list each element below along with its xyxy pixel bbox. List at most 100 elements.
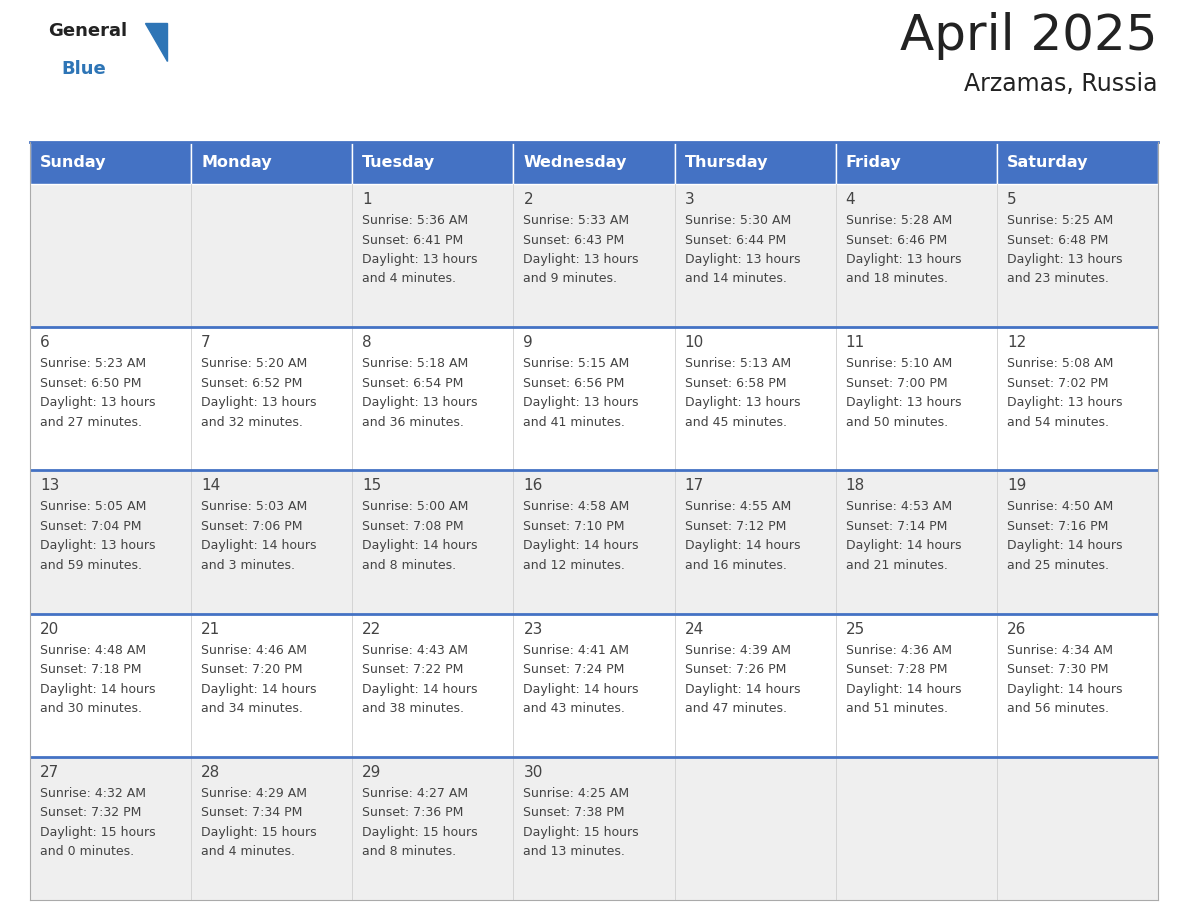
Bar xyxy=(675,142,835,184)
Bar xyxy=(191,756,353,900)
Text: and 23 minutes.: and 23 minutes. xyxy=(1007,273,1108,285)
Text: Sunset: 6:54 PM: Sunset: 6:54 PM xyxy=(362,376,463,390)
Bar xyxy=(513,470,675,613)
Bar xyxy=(30,613,191,756)
Text: 17: 17 xyxy=(684,478,703,493)
Text: Sunset: 7:14 PM: Sunset: 7:14 PM xyxy=(846,520,947,533)
Text: Thursday: Thursday xyxy=(684,155,769,171)
Text: Daylight: 14 hours: Daylight: 14 hours xyxy=(1007,540,1123,553)
Text: Sunrise: 4:55 AM: Sunrise: 4:55 AM xyxy=(684,500,791,513)
Text: Daylight: 14 hours: Daylight: 14 hours xyxy=(846,540,961,553)
Text: 19: 19 xyxy=(1007,478,1026,493)
Bar xyxy=(835,327,997,470)
Text: Daylight: 13 hours: Daylight: 13 hours xyxy=(684,397,800,409)
Text: Sunset: 7:38 PM: Sunset: 7:38 PM xyxy=(524,806,625,819)
Text: Wednesday: Wednesday xyxy=(524,155,627,171)
Text: 24: 24 xyxy=(684,621,703,636)
Text: Sunset: 6:58 PM: Sunset: 6:58 PM xyxy=(684,376,786,390)
Text: 26: 26 xyxy=(1007,621,1026,636)
Bar xyxy=(513,756,675,900)
Text: 11: 11 xyxy=(846,335,865,350)
Text: Sunset: 6:43 PM: Sunset: 6:43 PM xyxy=(524,233,625,247)
Text: Sunrise: 4:25 AM: Sunrise: 4:25 AM xyxy=(524,787,630,800)
Text: Sunset: 6:41 PM: Sunset: 6:41 PM xyxy=(362,233,463,247)
Text: Sunrise: 4:34 AM: Sunrise: 4:34 AM xyxy=(1007,644,1113,656)
Bar xyxy=(30,327,191,470)
Text: Sunrise: 5:00 AM: Sunrise: 5:00 AM xyxy=(362,500,468,513)
Text: and 34 minutes.: and 34 minutes. xyxy=(201,702,303,715)
Bar xyxy=(835,470,997,613)
Text: Sunrise: 4:41 AM: Sunrise: 4:41 AM xyxy=(524,644,630,656)
Text: Daylight: 13 hours: Daylight: 13 hours xyxy=(40,397,156,409)
Text: Blue: Blue xyxy=(61,60,106,78)
Text: Sunrise: 5:08 AM: Sunrise: 5:08 AM xyxy=(1007,357,1113,370)
Text: Daylight: 13 hours: Daylight: 13 hours xyxy=(846,397,961,409)
Text: and 32 minutes.: and 32 minutes. xyxy=(201,416,303,429)
Bar xyxy=(997,327,1158,470)
Text: Daylight: 14 hours: Daylight: 14 hours xyxy=(362,540,478,553)
Text: Tuesday: Tuesday xyxy=(362,155,436,171)
Text: Sunset: 7:10 PM: Sunset: 7:10 PM xyxy=(524,520,625,533)
Text: 9: 9 xyxy=(524,335,533,350)
Text: Sunrise: 5:03 AM: Sunrise: 5:03 AM xyxy=(201,500,308,513)
Text: Sunrise: 4:29 AM: Sunrise: 4:29 AM xyxy=(201,787,308,800)
Text: 1: 1 xyxy=(362,192,372,207)
Text: and 41 minutes.: and 41 minutes. xyxy=(524,416,625,429)
Bar xyxy=(997,142,1158,184)
Text: Daylight: 13 hours: Daylight: 13 hours xyxy=(524,253,639,266)
Text: Daylight: 14 hours: Daylight: 14 hours xyxy=(846,683,961,696)
Text: 13: 13 xyxy=(40,478,59,493)
Bar xyxy=(513,142,675,184)
Text: Daylight: 14 hours: Daylight: 14 hours xyxy=(684,683,800,696)
Text: and 54 minutes.: and 54 minutes. xyxy=(1007,416,1108,429)
Bar xyxy=(191,184,353,327)
Text: 21: 21 xyxy=(201,621,221,636)
Text: Sunset: 6:56 PM: Sunset: 6:56 PM xyxy=(524,376,625,390)
Text: 2: 2 xyxy=(524,192,533,207)
Text: Sunset: 7:34 PM: Sunset: 7:34 PM xyxy=(201,806,303,819)
Text: and 3 minutes.: and 3 minutes. xyxy=(201,559,295,572)
Bar xyxy=(675,756,835,900)
Bar xyxy=(513,327,675,470)
Text: Sunrise: 4:53 AM: Sunrise: 4:53 AM xyxy=(846,500,952,513)
Text: and 56 minutes.: and 56 minutes. xyxy=(1007,702,1108,715)
Bar xyxy=(997,184,1158,327)
Text: Daylight: 13 hours: Daylight: 13 hours xyxy=(846,253,961,266)
Text: Sunrise: 5:23 AM: Sunrise: 5:23 AM xyxy=(40,357,146,370)
Text: 18: 18 xyxy=(846,478,865,493)
Text: Sunrise: 5:15 AM: Sunrise: 5:15 AM xyxy=(524,357,630,370)
Text: Daylight: 13 hours: Daylight: 13 hours xyxy=(524,397,639,409)
Text: and 27 minutes.: and 27 minutes. xyxy=(40,416,143,429)
Text: Sunset: 7:18 PM: Sunset: 7:18 PM xyxy=(40,663,141,676)
Bar xyxy=(191,470,353,613)
Text: 7: 7 xyxy=(201,335,210,350)
Text: Daylight: 13 hours: Daylight: 13 hours xyxy=(1007,397,1123,409)
Text: Daylight: 13 hours: Daylight: 13 hours xyxy=(684,253,800,266)
Text: Sunrise: 4:32 AM: Sunrise: 4:32 AM xyxy=(40,787,146,800)
Text: and 36 minutes.: and 36 minutes. xyxy=(362,416,465,429)
Text: Daylight: 13 hours: Daylight: 13 hours xyxy=(40,540,156,553)
Text: Daylight: 14 hours: Daylight: 14 hours xyxy=(201,683,317,696)
Text: Monday: Monday xyxy=(201,155,272,171)
Text: and 59 minutes.: and 59 minutes. xyxy=(40,559,143,572)
Text: 10: 10 xyxy=(684,335,703,350)
Text: Sunrise: 4:50 AM: Sunrise: 4:50 AM xyxy=(1007,500,1113,513)
Text: 8: 8 xyxy=(362,335,372,350)
Text: 4: 4 xyxy=(846,192,855,207)
Text: Sunrise: 4:27 AM: Sunrise: 4:27 AM xyxy=(362,787,468,800)
Text: 12: 12 xyxy=(1007,335,1026,350)
Text: Sunset: 7:00 PM: Sunset: 7:00 PM xyxy=(846,376,947,390)
Text: Sunset: 7:24 PM: Sunset: 7:24 PM xyxy=(524,663,625,676)
Bar xyxy=(353,470,513,613)
Bar xyxy=(353,613,513,756)
Text: Sunrise: 5:30 AM: Sunrise: 5:30 AM xyxy=(684,214,791,227)
Bar xyxy=(30,142,191,184)
Text: Sunset: 7:08 PM: Sunset: 7:08 PM xyxy=(362,520,463,533)
Text: Daylight: 13 hours: Daylight: 13 hours xyxy=(362,397,478,409)
Text: and 25 minutes.: and 25 minutes. xyxy=(1007,559,1108,572)
Text: and 12 minutes.: and 12 minutes. xyxy=(524,559,625,572)
Bar xyxy=(353,756,513,900)
Text: Daylight: 13 hours: Daylight: 13 hours xyxy=(201,397,317,409)
Text: Friday: Friday xyxy=(846,155,902,171)
Text: Saturday: Saturday xyxy=(1007,155,1088,171)
